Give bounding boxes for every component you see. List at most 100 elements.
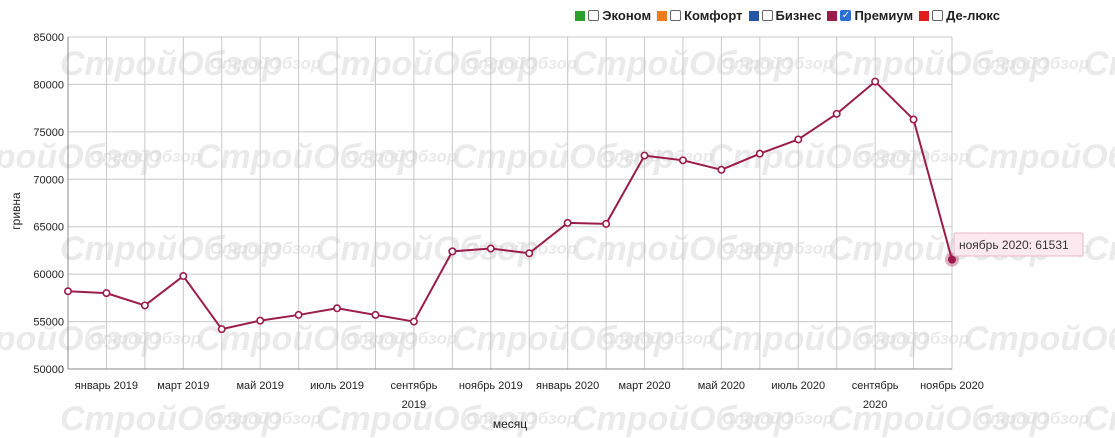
watermark-text: СтройОбзор bbox=[210, 239, 321, 258]
watermark-text: СтройОбзор bbox=[60, 230, 283, 268]
data-point[interactable] bbox=[525, 249, 534, 258]
legend-label: Де-люкс bbox=[946, 8, 1000, 23]
x-tick-label: июль 2019 bbox=[310, 380, 364, 392]
data-point[interactable] bbox=[678, 156, 687, 165]
x-tick-label: ноябрь 2019 bbox=[459, 380, 523, 392]
data-point[interactable] bbox=[448, 247, 457, 256]
tooltip-text: ноябрь 2020: 61531 bbox=[959, 238, 1069, 252]
legend-swatch bbox=[657, 10, 668, 21]
watermark-text: СтройОбзор bbox=[722, 239, 833, 258]
watermark-layer: СтройОбзорСтройОбзорСтройОбзорСтройОбзор… bbox=[0, 45, 1115, 438]
data-point[interactable] bbox=[640, 151, 649, 160]
x-tick-label: май 2020 bbox=[698, 380, 745, 392]
watermark-text: СтройОбзор bbox=[346, 147, 457, 166]
x-tick-label: март 2019 bbox=[157, 380, 209, 392]
x-tick-label: июль 2020 bbox=[771, 380, 825, 392]
x-tick-label: сентябрь bbox=[390, 380, 437, 392]
legend-item-4[interactable]: Де-люкс bbox=[919, 8, 1000, 23]
watermark-text: СтройОбзор bbox=[708, 320, 931, 358]
watermark-text: СтройОбзор bbox=[708, 138, 931, 176]
tooltip: ноябрь 2020: 61531 bbox=[953, 232, 1084, 257]
watermark-text: СтройОбзор bbox=[1084, 45, 1115, 83]
data-point[interactable] bbox=[947, 255, 956, 264]
x-tick-label: ноябрь 2020 bbox=[920, 380, 984, 392]
watermark-text: СтройОбзор bbox=[978, 409, 1089, 428]
data-point[interactable] bbox=[832, 109, 841, 118]
legend-label: Комфорт bbox=[684, 8, 743, 23]
y-tick-label: 65000 bbox=[33, 222, 64, 234]
y-tick-label: 70000 bbox=[33, 174, 64, 186]
data-point[interactable] bbox=[602, 219, 611, 228]
legend-swatch bbox=[827, 10, 838, 21]
watermark-text: СтройОбзор bbox=[1084, 400, 1115, 438]
legend-swatch bbox=[748, 10, 759, 21]
chart-grid bbox=[67, 36, 953, 370]
data-point[interactable] bbox=[409, 317, 418, 326]
data-point[interactable] bbox=[102, 289, 111, 298]
data-point[interactable] bbox=[256, 316, 265, 325]
x-tick-label: 2020 bbox=[863, 399, 887, 411]
legend-item-2[interactable]: Бизнес bbox=[748, 8, 822, 23]
watermark-text: СтройОбзор bbox=[452, 320, 675, 358]
data-point[interactable] bbox=[794, 135, 803, 144]
watermark-text: СтройОбзор bbox=[828, 400, 1051, 438]
watermark-text: СтройОбзор bbox=[196, 138, 419, 176]
legend-checkbox[interactable] bbox=[761, 10, 773, 21]
data-point[interactable] bbox=[717, 165, 726, 174]
x-tick-label: сентябрь bbox=[852, 380, 899, 392]
watermark-text: СтройОбзор bbox=[964, 320, 1115, 358]
y-tick-label: 50000 bbox=[33, 364, 64, 376]
legend-item-3[interactable]: ✓ Премиум bbox=[827, 8, 913, 23]
watermark-text: СтройОбзор bbox=[316, 400, 539, 438]
data-point[interactable] bbox=[64, 287, 73, 296]
y-tick-label: 80000 bbox=[33, 79, 64, 91]
watermark-text: СтройОбзор bbox=[346, 329, 457, 348]
series-layer bbox=[64, 77, 959, 334]
data-point[interactable] bbox=[563, 218, 572, 227]
watermark-text: СтройОбзор bbox=[90, 329, 201, 348]
x-tick-label: январь 2019 bbox=[75, 380, 138, 392]
watermark-text: СтройОбзор bbox=[60, 45, 283, 83]
x-tick-label: март 2020 bbox=[618, 380, 670, 392]
x-tick-label: май 2019 bbox=[236, 380, 283, 392]
legend-checkbox[interactable] bbox=[588, 10, 600, 21]
legend-checkbox[interactable] bbox=[670, 10, 682, 21]
x-axis-ticks: январь 2019 март 2019 май 2019 июль 2019 сен… bbox=[75, 380, 984, 411]
watermark-text: СтройОбзор bbox=[602, 329, 713, 348]
legend-label: Бизнес bbox=[775, 8, 822, 23]
watermark-text: СтройОбзор bbox=[722, 409, 833, 428]
legend-checkbox[interactable]: ✓ bbox=[840, 9, 852, 21]
legend-label: Премиум bbox=[854, 8, 914, 23]
data-point[interactable] bbox=[294, 310, 303, 319]
data-point[interactable] bbox=[871, 77, 880, 86]
data-point[interactable] bbox=[217, 325, 226, 334]
watermark-text: СтройОбзор bbox=[572, 400, 795, 438]
legend-checkbox[interactable] bbox=[932, 10, 944, 21]
legend-item-1[interactable]: Комфорт bbox=[657, 8, 743, 23]
watermark-text: СтройОбзор bbox=[210, 409, 321, 428]
tooltip-box bbox=[953, 232, 1084, 257]
data-point[interactable] bbox=[140, 301, 149, 310]
legend-label: Эконом bbox=[602, 8, 652, 23]
legend-item-0[interactable]: Эконом bbox=[575, 8, 651, 23]
y-tick-label: 55000 bbox=[33, 317, 64, 329]
watermark-text: СтройОбзор bbox=[964, 138, 1115, 176]
data-point[interactable] bbox=[179, 272, 188, 281]
watermark-text: СтройОбзор bbox=[978, 54, 1089, 73]
data-point[interactable] bbox=[755, 149, 764, 158]
watermark-text: СтройОбзор bbox=[466, 239, 577, 258]
data-point[interactable] bbox=[909, 115, 918, 124]
y-tick-label: 60000 bbox=[33, 269, 64, 281]
series-line bbox=[67, 80, 953, 331]
watermark-text: СтройОбзор bbox=[828, 45, 1051, 83]
watermark-text: СтройОбзор bbox=[722, 54, 833, 73]
watermark-text: СтройОбзор bbox=[210, 54, 321, 73]
watermark-text: СтройОбзор bbox=[60, 400, 283, 438]
data-point[interactable] bbox=[371, 310, 380, 319]
y-axis-ticks: 50000 55000 60000 65000 70000 75000 80000 85000 bbox=[33, 32, 64, 376]
data-point[interactable] bbox=[333, 304, 342, 313]
data-point[interactable] bbox=[486, 244, 495, 253]
x-axis-label: месяц bbox=[493, 417, 527, 431]
watermark-text: СтройОбзор bbox=[0, 138, 163, 176]
watermark-text: СтройОбзор bbox=[1084, 230, 1115, 268]
